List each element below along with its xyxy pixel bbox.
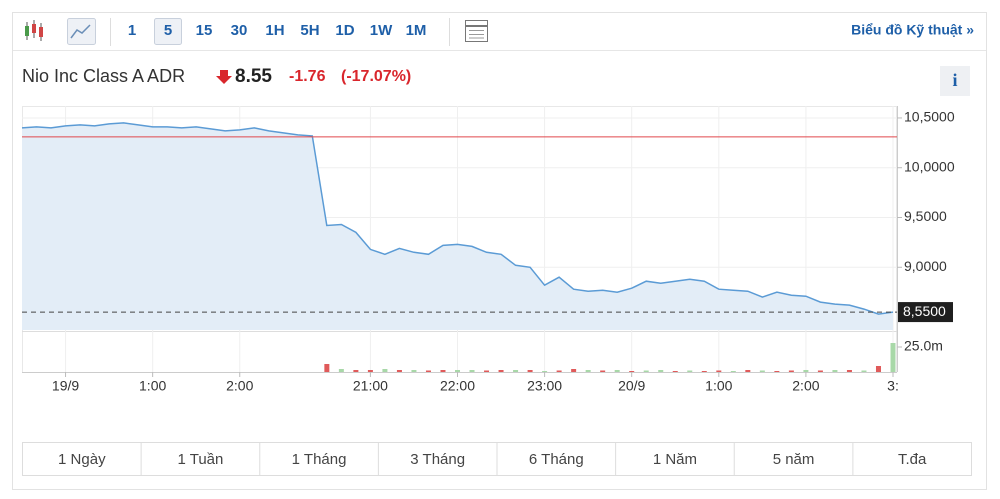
volume-bar bbox=[425, 370, 431, 372]
volume-bar bbox=[846, 370, 852, 372]
volume-bar bbox=[571, 369, 577, 372]
volume-bar bbox=[788, 370, 794, 372]
volume-bar bbox=[730, 371, 736, 372]
instrument-name: Nio Inc Class A ADR bbox=[22, 66, 185, 86]
last-price-badge bbox=[898, 302, 953, 323]
price-change-percent: (-17.07%) bbox=[341, 68, 411, 85]
technical-chart-link[interactable]: Biểu đồ Kỹ thuật » bbox=[851, 22, 974, 38]
x-tick-label: 2:00 bbox=[792, 378, 819, 394]
x-tick-label: 1:00 bbox=[139, 378, 166, 394]
line-chart-glyph bbox=[70, 24, 91, 39]
volume-bar bbox=[817, 370, 823, 372]
line-chart-icon[interactable] bbox=[67, 18, 96, 45]
volume-bar bbox=[484, 370, 490, 372]
y-tick-label: 9,0000 bbox=[904, 258, 947, 274]
volume-bar bbox=[542, 371, 548, 372]
volume-bar bbox=[643, 370, 649, 372]
last-price: 8.55 bbox=[235, 66, 272, 87]
info-button[interactable] bbox=[940, 66, 970, 96]
volume-bar bbox=[861, 370, 867, 372]
x-tick-label: 2:00 bbox=[226, 378, 253, 394]
volume-bar bbox=[455, 370, 460, 372]
volume-bar bbox=[469, 370, 475, 372]
y-tick-label: 10,5000 bbox=[904, 109, 955, 125]
interval-button[interactable]: 1D bbox=[335, 22, 354, 39]
volume-bar bbox=[440, 370, 446, 372]
candlestick-icon[interactable] bbox=[25, 20, 43, 41]
range-button[interactable]: 3 Tháng bbox=[410, 451, 465, 468]
volume-bar bbox=[774, 371, 780, 372]
range-button[interactable]: 1 Tuần bbox=[178, 451, 224, 468]
volume-bar bbox=[411, 370, 417, 372]
x-tick-label: 23:00 bbox=[527, 378, 562, 394]
x-tick-label: 19/9 bbox=[52, 378, 79, 394]
range-button[interactable]: 1 Tháng bbox=[292, 451, 347, 468]
interval-button[interactable]: 5 bbox=[164, 22, 172, 39]
volume-tick-label: 25.0m bbox=[904, 338, 943, 354]
range-button[interactable]: 5 năm bbox=[773, 451, 815, 468]
volume-bar bbox=[890, 343, 896, 372]
volume-bar bbox=[382, 369, 388, 372]
interval-selected bbox=[154, 18, 182, 45]
volume-bar bbox=[338, 369, 344, 372]
x-tick-label: 22:00 bbox=[440, 378, 475, 394]
volume-bar bbox=[745, 370, 751, 372]
volume-bar bbox=[498, 370, 504, 372]
info-glyph: i bbox=[952, 70, 957, 90]
last-price-label: 8,5500 bbox=[903, 303, 946, 319]
interval-button[interactable]: 15 bbox=[196, 22, 213, 39]
volume-bar bbox=[687, 370, 693, 372]
range-button[interactable]: 6 Tháng bbox=[529, 451, 584, 468]
volume-bar bbox=[324, 364, 330, 372]
volume-bar bbox=[614, 370, 620, 372]
volume-bar bbox=[759, 370, 765, 372]
x-tick-label: 1:00 bbox=[705, 378, 732, 394]
range-button[interactable]: 1 Năm bbox=[653, 451, 697, 468]
volume-bar bbox=[658, 370, 664, 372]
interval-button[interactable]: 1 bbox=[128, 22, 136, 39]
volume-bar bbox=[367, 370, 373, 372]
volume-bar bbox=[585, 370, 591, 372]
x-tick-label: 20/9 bbox=[618, 378, 645, 394]
volume-bar bbox=[600, 370, 606, 372]
volume-bar bbox=[672, 371, 678, 372]
y-tick-label: 10,0000 bbox=[904, 158, 955, 174]
interval-button[interactable]: 1H bbox=[265, 22, 284, 39]
table-icon[interactable] bbox=[465, 20, 488, 42]
price-line bbox=[21, 122, 894, 315]
volume-bar bbox=[701, 371, 707, 372]
range-button[interactable]: T.đa bbox=[898, 451, 927, 468]
price-area bbox=[22, 122, 893, 331]
volume-bar bbox=[396, 370, 402, 372]
x-tick-label: 3: bbox=[887, 378, 899, 394]
volume-bar bbox=[527, 370, 533, 372]
interval-button[interactable]: 1M bbox=[406, 22, 427, 39]
volume-bar bbox=[629, 371, 635, 372]
interval-button[interactable]: 30 bbox=[231, 22, 248, 39]
x-tick-label: 21:00 bbox=[353, 378, 388, 394]
volume-bar bbox=[716, 370, 722, 372]
volume-bar bbox=[832, 370, 838, 372]
price-change: -1.76 bbox=[289, 68, 326, 85]
y-tick-label: 9,5000 bbox=[904, 208, 947, 224]
interval-button[interactable]: 5H bbox=[300, 22, 319, 39]
volume-bar bbox=[556, 370, 562, 372]
down-arrow bbox=[216, 70, 232, 84]
volume-bar bbox=[875, 366, 881, 372]
interval-button[interactable]: 1W bbox=[370, 22, 393, 39]
volume-bar bbox=[353, 370, 359, 372]
range-button[interactable]: 1 Ngày bbox=[58, 451, 106, 468]
volume-bar bbox=[513, 370, 519, 372]
volume-bar bbox=[803, 370, 809, 372]
